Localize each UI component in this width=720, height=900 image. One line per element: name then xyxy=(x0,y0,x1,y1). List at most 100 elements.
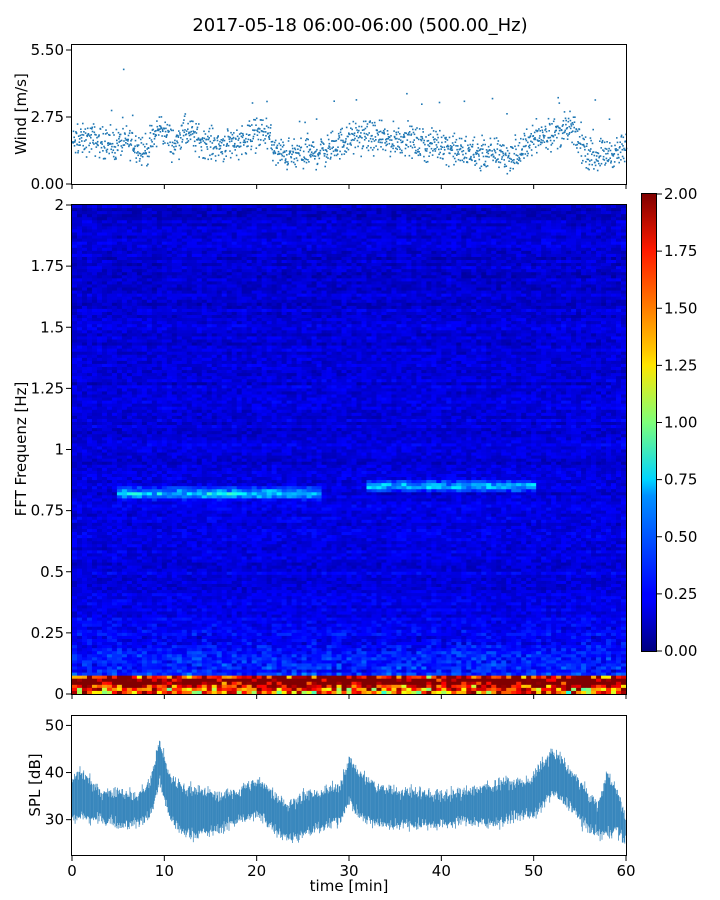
spectrogram-cell xyxy=(606,294,611,297)
wind-point xyxy=(295,166,297,168)
spectrogram-cell xyxy=(172,288,177,291)
spectrogram-cell xyxy=(396,275,401,278)
spectrogram-cell xyxy=(197,208,202,211)
spectrogram-cell xyxy=(586,239,591,242)
wind-point xyxy=(82,151,84,153)
wind-point xyxy=(312,153,314,155)
spectrogram-cell xyxy=(127,263,132,266)
wind-point xyxy=(497,143,499,145)
spectrogram-cell xyxy=(107,236,112,239)
spectrogram-cell xyxy=(586,251,591,254)
spectrogram-cell xyxy=(421,281,426,284)
spectrogram-cell xyxy=(127,275,132,278)
wind-point xyxy=(227,130,229,132)
spectrogram-cell xyxy=(222,269,227,272)
wind-point xyxy=(115,158,117,160)
spectrogram-cell xyxy=(272,288,277,291)
wind-point xyxy=(389,143,391,145)
wind-point xyxy=(78,150,80,152)
wind-point xyxy=(537,130,539,132)
wind-point xyxy=(428,140,430,142)
spectrogram-cell xyxy=(491,278,496,281)
spectrogram-cell xyxy=(461,275,466,278)
spectrogram-cell xyxy=(157,278,162,281)
spectrogram-cell xyxy=(337,260,342,263)
spectrogram-cell xyxy=(92,220,97,223)
spectrogram-cell xyxy=(451,254,456,257)
spectrogram-cell xyxy=(102,297,107,300)
spectrogram-cell xyxy=(456,254,461,257)
spectrogram-cell xyxy=(142,263,147,266)
spectrogram-cell xyxy=(391,291,396,294)
spectrogram-cell xyxy=(421,269,426,272)
wind-point xyxy=(620,159,622,161)
spectrogram-cell xyxy=(147,239,152,242)
spectrogram-cell xyxy=(262,223,267,226)
spectrogram-cell xyxy=(157,291,162,294)
spectrogram-cell xyxy=(117,275,122,278)
spectrogram-cell xyxy=(446,245,451,248)
spectrogram-cell xyxy=(307,263,312,266)
spectrogram-cell xyxy=(212,248,217,251)
wind-point xyxy=(545,128,547,130)
spectrogram-cell xyxy=(491,260,496,263)
spectrogram-cell xyxy=(511,205,516,208)
spectrogram-cell xyxy=(381,211,386,214)
wind-point xyxy=(198,156,200,158)
spectrogram-cell xyxy=(386,275,391,278)
spectrogram-cell xyxy=(406,269,411,272)
spectrogram-cell xyxy=(187,248,192,251)
spectrogram-cell xyxy=(172,284,177,287)
spectrogram-cell xyxy=(332,272,337,275)
spectrogram-cell xyxy=(297,294,302,297)
spectrogram-cell xyxy=(112,275,117,278)
wind-point xyxy=(361,137,363,139)
spectrogram-cell xyxy=(257,288,262,291)
spectrogram-cell xyxy=(237,205,242,208)
spectrogram-cell xyxy=(287,214,292,217)
wind-point xyxy=(485,166,487,168)
spectrogram-cell xyxy=(277,294,282,297)
spectrogram-cell xyxy=(361,294,366,297)
wind-point xyxy=(591,164,593,166)
spectrogram-cell xyxy=(371,266,376,269)
spectrogram-cell xyxy=(436,294,441,297)
wind-point xyxy=(100,128,102,130)
wind-point xyxy=(261,124,263,126)
wind-point xyxy=(398,131,400,133)
spectrogram-cell xyxy=(596,245,601,248)
spectrogram-cell xyxy=(232,245,237,248)
spectrogram-cell xyxy=(142,248,147,251)
spectrogram-cell xyxy=(102,226,107,229)
wind-point xyxy=(222,140,224,142)
spectrogram-cell xyxy=(112,214,117,217)
spectrogram-cell xyxy=(227,214,232,217)
spectrogram-cell xyxy=(222,226,227,229)
spectrogram-cell xyxy=(481,260,486,263)
spectrogram-cell xyxy=(476,205,481,208)
spectrogram-cell xyxy=(127,297,132,300)
wind-point xyxy=(285,160,287,162)
wind-point xyxy=(263,140,265,142)
spectrogram-cell xyxy=(371,281,376,284)
spectrogram-cell xyxy=(361,288,366,291)
spectrogram-cell xyxy=(187,208,192,211)
wind-point xyxy=(429,146,431,148)
spectrogram-cell xyxy=(337,229,342,232)
spectrogram-cell xyxy=(386,211,391,214)
spectrogram-cell xyxy=(556,214,561,217)
spectrogram-cell xyxy=(521,288,526,291)
spectrogram-cell xyxy=(237,269,242,272)
spectrogram-cell xyxy=(217,226,222,229)
spectrogram-cell xyxy=(366,245,371,248)
wind-point xyxy=(374,122,376,124)
spectrogram-cell xyxy=(551,208,556,211)
wind-point xyxy=(240,132,242,134)
wind-point xyxy=(440,148,442,150)
wind-point xyxy=(283,144,285,146)
spectrogram-cell xyxy=(237,211,242,214)
spectrogram-cell xyxy=(511,245,516,248)
spectrogram-cell xyxy=(187,269,192,272)
wind-point xyxy=(413,132,415,134)
spectrogram-cell xyxy=(347,233,352,236)
